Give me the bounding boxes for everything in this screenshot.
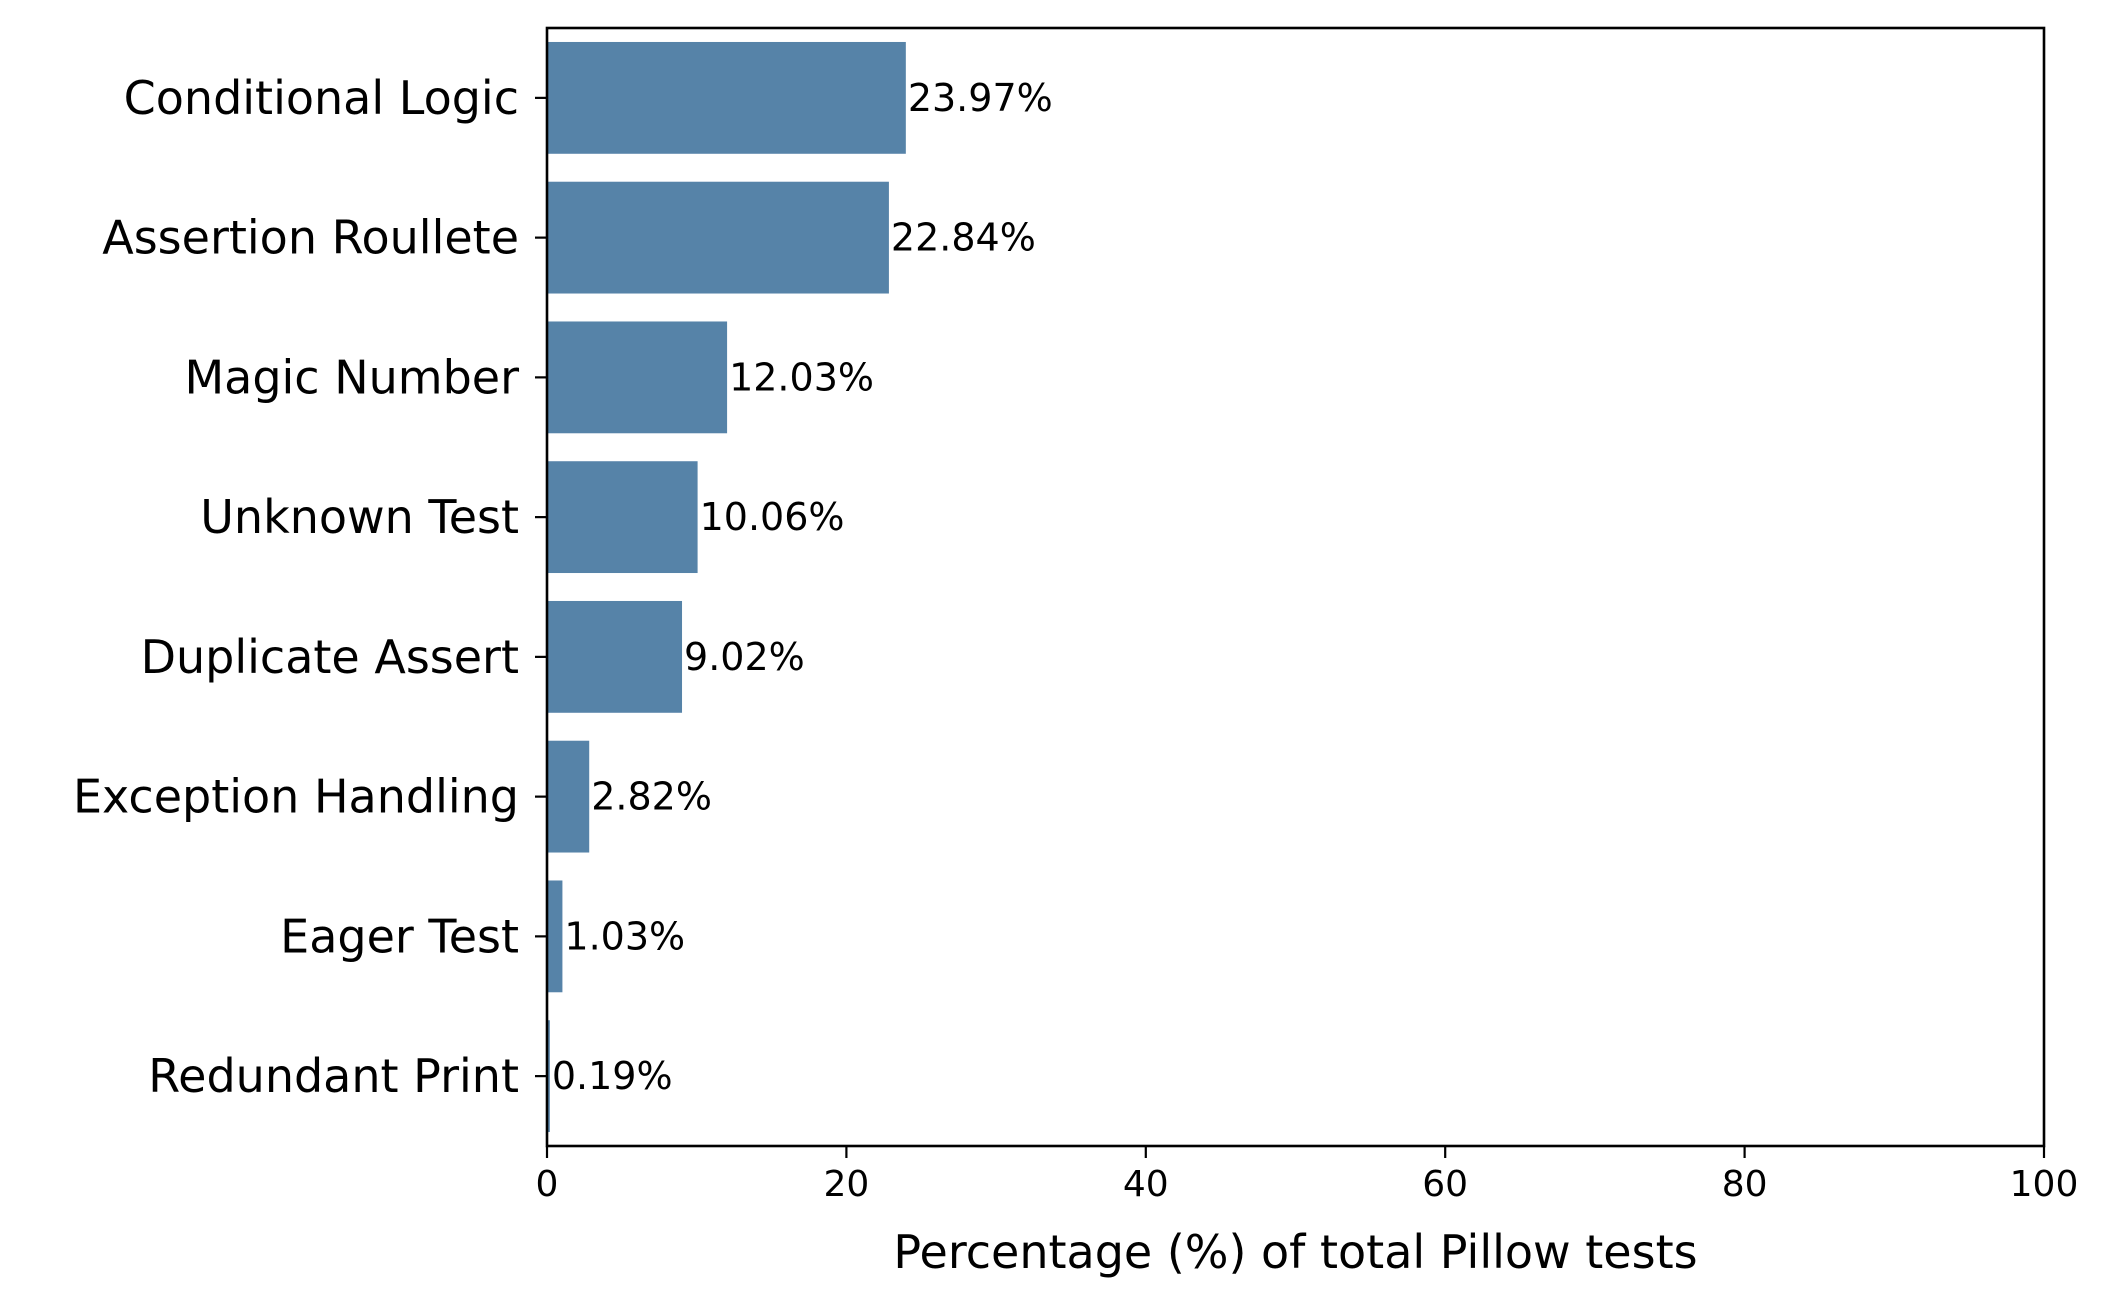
data-label-1: 22.84% (891, 216, 1036, 260)
bars-layer (547, 41, 906, 1133)
bar-4 (547, 600, 683, 713)
y-tick-label-4: Duplicate Assert (141, 630, 519, 684)
data-label-5: 2.82% (591, 775, 712, 819)
x-tick-label-5: 100 (2010, 1164, 2079, 1205)
data-label-2: 12.03% (729, 355, 874, 399)
bar-0 (547, 41, 906, 154)
bar-2 (547, 321, 728, 434)
y-tick-label-3: Unknown Test (200, 490, 519, 544)
data-labels-layer: 23.97% 22.84% 12.03% 10.06% 9.02% 2.82% 1.03% 0… (552, 76, 1053, 1098)
y-tick-label-6: Eager Test (280, 909, 519, 963)
bar-3 (547, 461, 698, 574)
y-tick-label-5: Exception Handling (73, 770, 519, 824)
x-tick-label-2: 40 (1123, 1164, 1169, 1205)
bar-5 (547, 740, 590, 853)
data-label-3: 10.06% (700, 495, 845, 539)
x-axis: 0 20 40 60 80 100 (536, 1146, 2079, 1205)
x-tick-label-0: 0 (536, 1164, 559, 1205)
y-tick-label-2: Magic Number (184, 350, 519, 404)
x-tick-label-4: 80 (1722, 1164, 1768, 1205)
data-label-7: 0.19% (552, 1054, 673, 1098)
x-tick-label-1: 20 (823, 1164, 869, 1205)
x-axis-label: Percentage (%) of total Pillow tests (893, 1225, 1697, 1279)
y-axis: Conditional Logic Assertion Roullete Magic… (73, 71, 547, 1103)
bar-7 (547, 1020, 550, 1133)
y-tick-label-0: Conditional Logic (124, 71, 519, 125)
x-tick-label-3: 60 (1422, 1164, 1468, 1205)
plot-area-frame (545, 26, 2046, 1148)
bar-6 (547, 880, 563, 993)
y-tick-label-7: Redundant Print (148, 1049, 519, 1103)
data-label-4: 9.02% (684, 635, 805, 679)
data-label-6: 1.03% (564, 914, 685, 958)
data-label-0: 23.97% (908, 76, 1053, 120)
bar-1 (547, 181, 889, 294)
y-tick-label-1: Assertion Roullete (102, 211, 519, 265)
